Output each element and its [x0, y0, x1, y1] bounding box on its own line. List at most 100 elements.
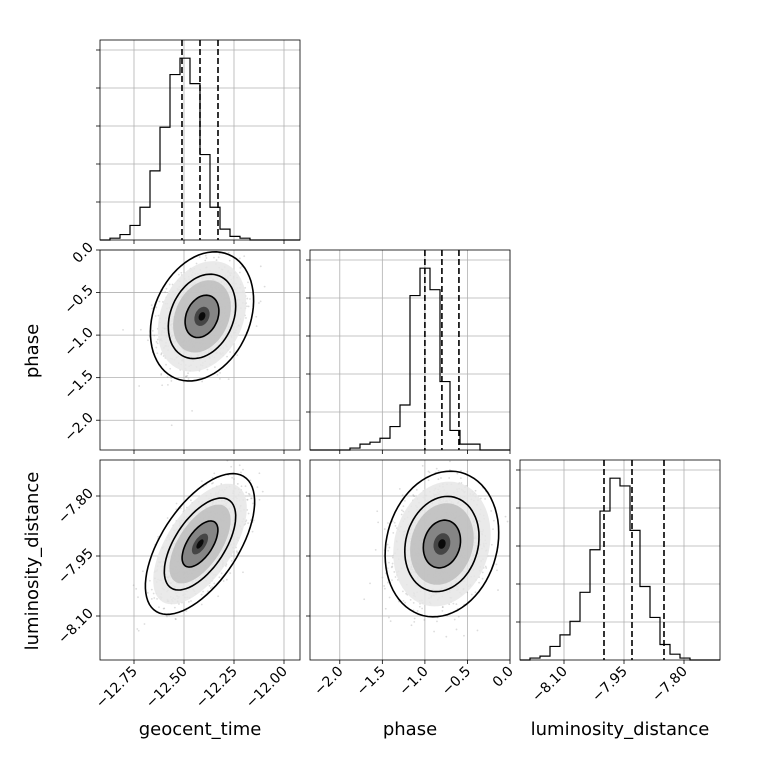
sample-point [456, 472, 459, 475]
sample-point [156, 597, 158, 600]
sample-point [132, 584, 135, 587]
sample-point [466, 470, 469, 473]
sample-point [246, 498, 249, 501]
x-axis-label-luminosity-distance: luminosity_distance [531, 719, 710, 740]
frame-geocent_time-vs-phase [99, 249, 301, 451]
sample-point [166, 376, 169, 379]
sample-point [392, 532, 395, 534]
sample-point [440, 477, 442, 479]
frame-geocent_time-vs-luminosity_distance [99, 459, 301, 661]
sample-point [495, 563, 498, 566]
sample-point [228, 259, 231, 262]
sample-point [235, 550, 238, 553]
sample-point [214, 366, 216, 368]
sample-point [448, 477, 451, 479]
hist-panel-geocent_time [96, 39, 301, 244]
sample-point [244, 485, 247, 488]
sample-point [174, 617, 177, 620]
sample-point [474, 591, 477, 594]
sample-point [388, 561, 390, 564]
sample-point [187, 378, 190, 380]
phase-vs-luminosity_distance-xtick-label-0: −2.0 [311, 664, 346, 699]
sample-point [433, 630, 435, 633]
sample-point [386, 543, 389, 546]
sample-point [427, 470, 430, 473]
sample-point [459, 477, 462, 480]
sample-point [200, 480, 203, 483]
sample-point [151, 307, 154, 310]
sample-point [504, 515, 507, 518]
x-axis-label-phase: phase [383, 719, 437, 740]
histogram-geocent_time [100, 57, 300, 241]
density-shade-4 [438, 539, 446, 549]
sample-point [208, 584, 211, 587]
sample-point [204, 254, 207, 257]
sample-point [478, 581, 480, 584]
contour-0 [181, 520, 219, 568]
sample-point [185, 610, 188, 612]
sample-point [403, 499, 406, 502]
sample-point [227, 378, 230, 381]
sample-point [402, 505, 405, 508]
sample-point [246, 297, 249, 300]
scatter-panel-geocent_time-vs-phase: −2.0 −1.5 −1.0 −0.5 0.0 [61, 240, 301, 454]
phase-vs-luminosity_distance-xtick-label-2: −1.0 [396, 664, 431, 699]
sample-point [441, 606, 444, 608]
sample-point [506, 520, 509, 523]
sample-point [195, 262, 198, 265]
sample-point [211, 476, 214, 479]
sample-point [497, 589, 499, 591]
contour-2 [384, 470, 500, 618]
sample-point [219, 372, 221, 374]
scatter-panel-geocent_time-vs-luminosity_distance: −12.75 −12.50 −12.25 −12.00 −8.10 −7.95 −7.80 [55, 459, 301, 711]
hist-frame-phase [309, 249, 511, 451]
sample-point [492, 519, 495, 522]
sample-point [511, 520, 513, 522]
sample-point [157, 314, 160, 317]
sample-point [185, 375, 187, 378]
sample-point [246, 498, 249, 501]
sample-point [224, 565, 227, 567]
sample-point [394, 576, 397, 578]
sample-point [393, 521, 396, 524]
geocent_time-vs-luminosity_distance-ytick-label-1: −7.95 [55, 546, 97, 588]
sample-point [247, 522, 249, 525]
phase-vs-luminosity_distance-xtick-label-3: −0.5 [439, 664, 474, 699]
sample-point [492, 528, 494, 531]
sample-point [413, 617, 416, 620]
sample-point [150, 304, 153, 307]
sample-point [390, 566, 393, 569]
x-axis-label-geocent-time: geocent_time [139, 719, 262, 740]
sample-point [421, 607, 424, 610]
sample-point [247, 281, 249, 284]
sample-point [227, 251, 230, 254]
sample-point [441, 606, 444, 609]
sample-point [245, 491, 248, 494]
sample-point [220, 572, 223, 575]
y-axis-label-phase: phase [22, 324, 43, 378]
sample-point [212, 481, 214, 484]
sample-point [401, 509, 403, 512]
sample-point [377, 521, 380, 524]
sample-point [258, 498, 261, 501]
sample-point [389, 620, 392, 623]
sample-point [137, 629, 140, 632]
sample-point [405, 592, 408, 595]
sample-point [170, 377, 173, 380]
sample-point [400, 513, 403, 516]
sample-point [259, 300, 262, 303]
sample-point [204, 259, 207, 262]
sample-point [412, 601, 415, 604]
sample-point [245, 519, 248, 522]
sample-point [394, 525, 397, 527]
sample-point [387, 549, 390, 552]
sample-point [247, 492, 250, 495]
sample-point [175, 502, 178, 505]
sample-point [246, 509, 249, 511]
sample-point [147, 339, 149, 342]
geocent_time-vs-phase-ytick-label-3: −0.5 [61, 282, 96, 317]
sample-point [246, 305, 248, 308]
sample-point [401, 590, 404, 593]
sample-point [384, 607, 387, 610]
